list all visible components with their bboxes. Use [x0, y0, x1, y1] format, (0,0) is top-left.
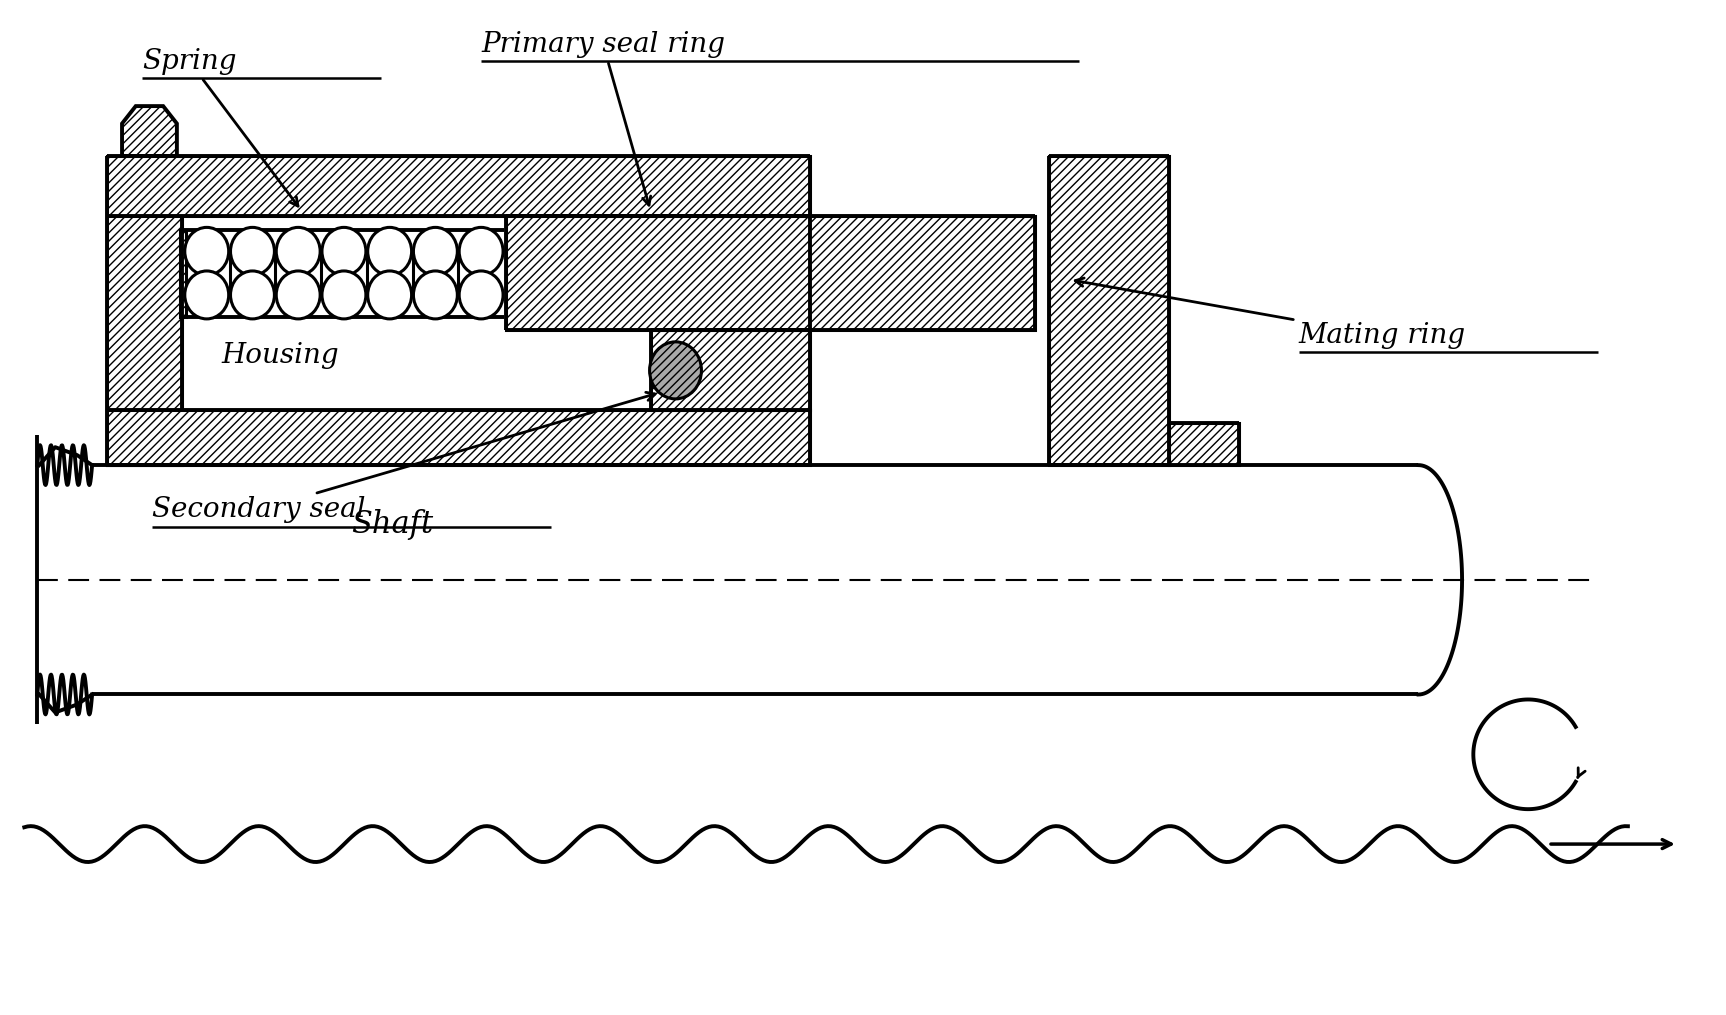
Ellipse shape: [414, 227, 457, 275]
Ellipse shape: [323, 227, 366, 275]
Text: Mating ring: Mating ring: [1075, 278, 1465, 349]
Ellipse shape: [649, 342, 701, 399]
Bar: [1049, 156, 1169, 465]
Ellipse shape: [459, 227, 502, 275]
Bar: [107, 410, 809, 465]
Text: Secondary seal: Secondary seal: [152, 393, 654, 524]
Ellipse shape: [414, 271, 457, 319]
Text: Primary seal ring: Primary seal ring: [482, 30, 725, 205]
Text: Housing: Housing: [221, 342, 340, 368]
Bar: [107, 216, 181, 465]
Ellipse shape: [185, 271, 228, 319]
Bar: [180, 229, 186, 317]
Bar: [107, 156, 809, 216]
Text: Shaft: Shaft: [352, 510, 433, 540]
Text: Spring: Spring: [142, 48, 299, 206]
Bar: [651, 331, 809, 410]
Polygon shape: [123, 107, 176, 156]
Ellipse shape: [185, 227, 228, 275]
Ellipse shape: [231, 271, 274, 319]
Ellipse shape: [276, 271, 319, 319]
Ellipse shape: [368, 271, 411, 319]
Ellipse shape: [323, 271, 366, 319]
Ellipse shape: [459, 271, 502, 319]
Bar: [1169, 423, 1239, 465]
Ellipse shape: [368, 227, 411, 275]
Bar: [506, 216, 1034, 331]
Ellipse shape: [231, 227, 274, 275]
Ellipse shape: [276, 227, 319, 275]
